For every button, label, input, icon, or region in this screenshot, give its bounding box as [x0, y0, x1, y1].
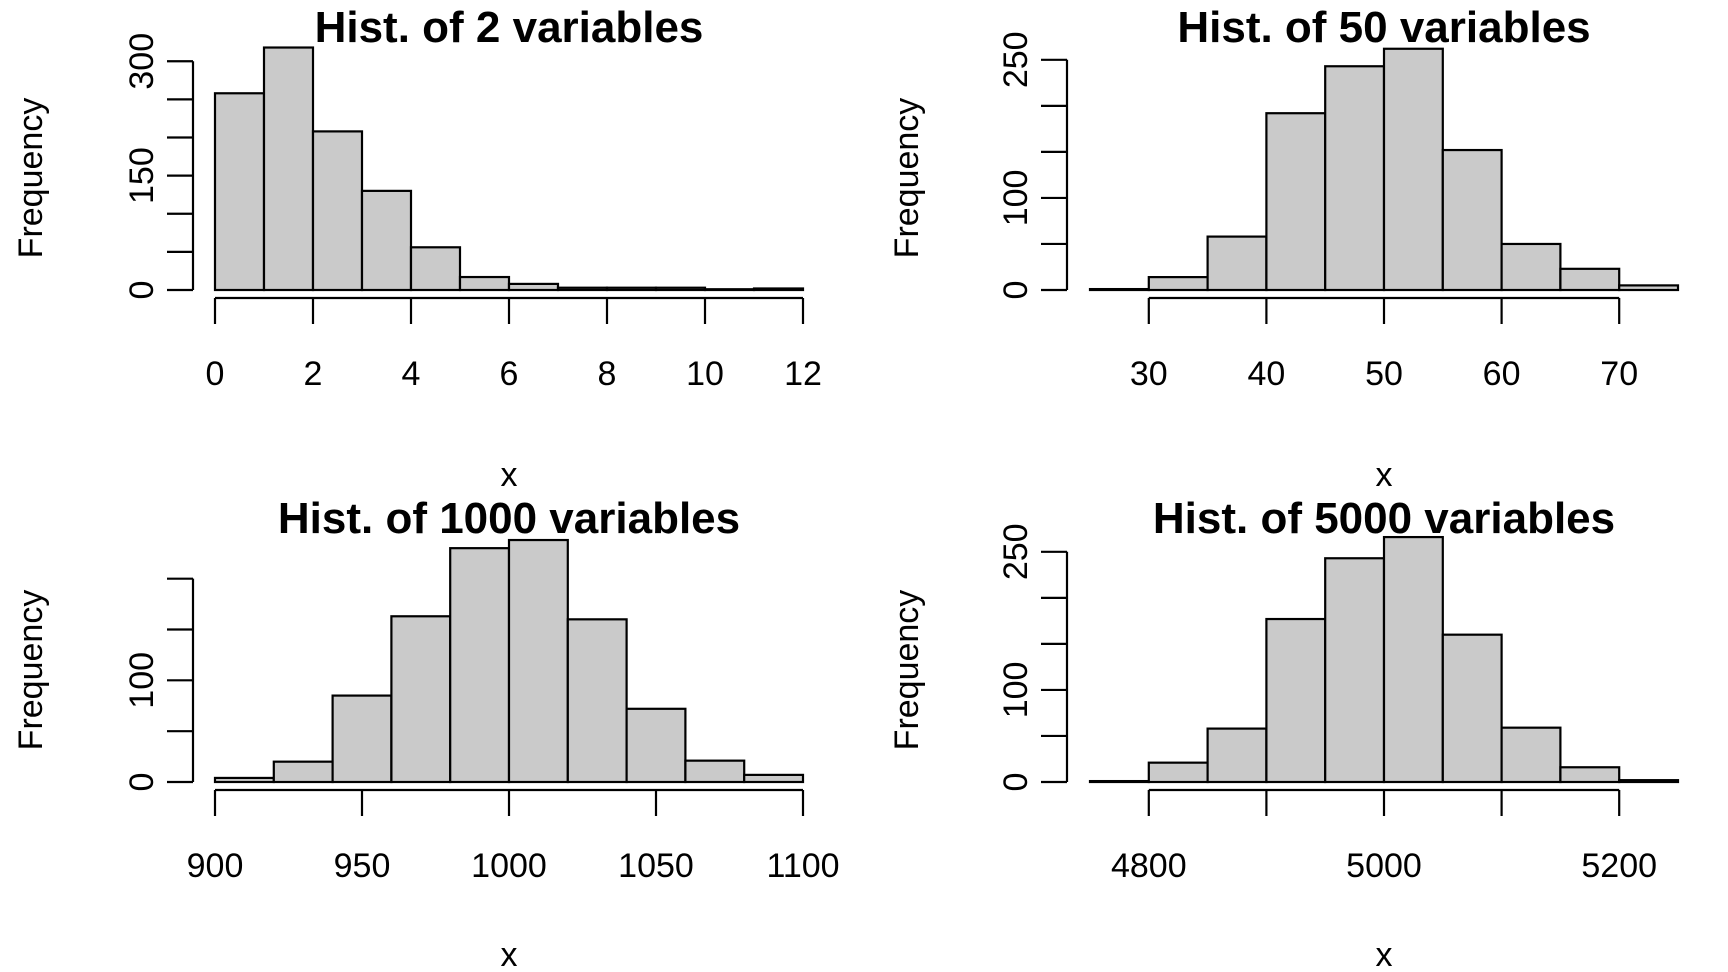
histogram-bar	[507, 538, 569, 784]
y-tick-label: 300	[123, 33, 161, 90]
histogram-panel-2-variables: 0 2 4 6 8 10 12 0 150 300 Hist. of 2 variables x Fre…	[12, 3, 822, 494]
histogram-bar	[1265, 112, 1327, 292]
histogram-bar	[1088, 779, 1150, 784]
histogram-bar	[449, 547, 511, 784]
histogram-bar	[556, 286, 609, 292]
histogram-bar	[1088, 287, 1150, 292]
histogram-bar	[1500, 726, 1562, 784]
y-tick-label: 100	[997, 662, 1035, 719]
y-tick-label: 250	[997, 31, 1035, 88]
histogram-panel-1000-variables: 900 950 1000 1050 1100 0 100 Hist. of 1000 vari…	[12, 494, 840, 972]
histogram-bar	[1324, 557, 1386, 784]
x-axis-label: x	[1376, 456, 1393, 494]
x-tick-label: 1050	[618, 847, 694, 885]
histogram-bar	[262, 46, 315, 292]
histogram-bar	[311, 130, 364, 292]
histogram-bar	[360, 189, 413, 292]
chart-title: Hist. of 1000 variables	[278, 494, 740, 543]
histogram-bar	[507, 282, 560, 292]
x-tick-label: 30	[1130, 355, 1168, 393]
chart-title: Hist. of 2 variables	[315, 3, 704, 52]
x-axis-label: x	[1376, 936, 1393, 972]
x-tick-label: 950	[334, 847, 391, 885]
histogram-bar	[272, 760, 334, 784]
x-tick-label: 6	[500, 355, 519, 393]
histogram-bar	[1618, 284, 1680, 292]
chart-title: Hist. of 50 variables	[1177, 3, 1590, 52]
histogram-bar	[566, 618, 628, 784]
histogram-bar	[1324, 65, 1386, 292]
y-axis-label: Frequency	[12, 590, 50, 751]
histogram-bar	[703, 288, 756, 292]
histogram-bar	[743, 773, 805, 784]
y-axis-label: Frequency	[888, 590, 926, 751]
histogram-bar	[213, 92, 266, 292]
x-tick-label: 4800	[1111, 847, 1187, 885]
y-tick-label: 100	[997, 170, 1035, 227]
y-tick-label: 150	[123, 147, 161, 204]
histogram-bar	[1147, 276, 1209, 292]
x-tick-label: 5000	[1346, 847, 1422, 885]
y-axis-label: Frequency	[12, 98, 50, 259]
histogram-bar	[331, 694, 393, 784]
x-tick-label: 12	[784, 355, 822, 393]
x-axis-label: x	[501, 936, 518, 972]
histogram-bar	[1382, 47, 1444, 292]
x-tick-label: 50	[1365, 355, 1403, 393]
x-tick-label: 5200	[1581, 847, 1657, 885]
histogram-bar	[458, 275, 511, 292]
histogram-bar	[654, 286, 707, 292]
x-tick-label: 1000	[471, 847, 547, 885]
histogram-bar	[1441, 633, 1503, 784]
x-tick-label: 900	[187, 847, 244, 885]
histogram-bar	[1206, 727, 1268, 784]
histogram-panel-50-variables: 30 40 50 60 70 0 100 250 Hist. of 50 variables x F…	[888, 3, 1680, 494]
histogram-bar	[1265, 617, 1327, 784]
histogram-bar	[390, 615, 452, 784]
y-axis-label: Frequency	[888, 98, 926, 259]
x-tick-label: 70	[1600, 355, 1638, 393]
histogram-bar	[213, 776, 275, 784]
histogram-bar	[1206, 235, 1268, 292]
histogram-panel-5000-variables: 4800 5000 5200 0 100 250 Hist. of 5000 variabl…	[888, 494, 1680, 972]
y-tick-label: 0	[997, 773, 1035, 792]
y-tick-label: 0	[123, 281, 161, 300]
histogram-bar	[1559, 267, 1621, 292]
y-tick-label: 250	[997, 523, 1035, 580]
histogram-bar	[409, 246, 462, 292]
x-tick-label: 0	[206, 355, 225, 393]
y-tick-label: 100	[123, 652, 161, 709]
histogram-bar	[1500, 242, 1562, 292]
chart-title: Hist. of 5000 variables	[1153, 494, 1615, 543]
x-tick-label: 4	[402, 355, 421, 393]
histogram-bar	[1147, 761, 1209, 784]
histogram-bar	[684, 759, 746, 784]
y-tick-label: 0	[123, 773, 161, 792]
histogram-bar	[1559, 766, 1621, 784]
histogram-bar	[752, 287, 805, 292]
histogram-bar	[625, 707, 687, 784]
y-tick-label: 0	[997, 281, 1035, 300]
x-axis-label: x	[501, 456, 518, 494]
histogram-bar	[1618, 779, 1680, 784]
histogram-bar	[1382, 535, 1444, 784]
x-tick-label: 60	[1483, 355, 1521, 393]
x-tick-label: 1100	[766, 847, 839, 885]
histogram-bar	[1441, 148, 1503, 292]
x-tick-label: 8	[598, 355, 617, 393]
x-tick-label: 10	[686, 355, 724, 393]
histogram-bar	[605, 286, 658, 292]
x-tick-label: 40	[1247, 355, 1285, 393]
x-tick-label: 2	[304, 355, 323, 393]
